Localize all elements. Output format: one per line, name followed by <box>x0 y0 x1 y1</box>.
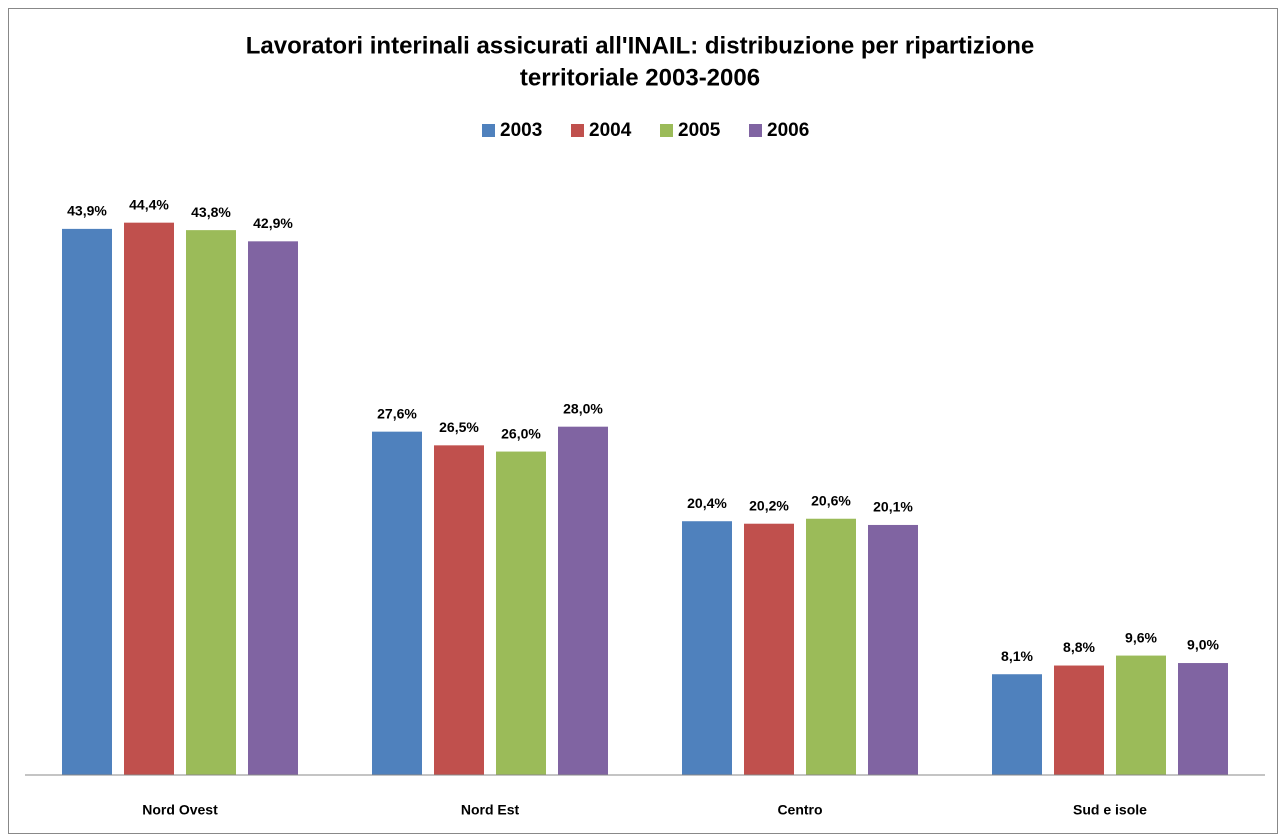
bar <box>62 228 112 775</box>
bar <box>496 451 546 775</box>
data-label: 43,8% <box>191 204 231 220</box>
x-tick-label: Sud e isole <box>1073 802 1147 818</box>
bar <box>558 426 608 775</box>
legend-swatch <box>749 124 762 137</box>
legend-swatch <box>571 124 584 137</box>
data-label: 26,0% <box>501 425 541 441</box>
legend-label: 2003 <box>500 120 542 141</box>
bar <box>682 521 732 775</box>
bar <box>186 230 236 776</box>
data-label: 9,0% <box>1187 637 1219 653</box>
legend-swatch <box>660 124 673 137</box>
legend-label: 2005 <box>678 120 721 141</box>
x-tick-label: Nord Est <box>461 802 520 818</box>
x-tick-label: Centro <box>777 802 822 818</box>
data-label: 44,4% <box>129 196 169 212</box>
bar <box>1178 663 1228 775</box>
x-tick-label: Nord Ovest <box>142 802 218 818</box>
bar <box>868 524 918 775</box>
bar <box>744 523 794 775</box>
data-label: 20,4% <box>687 495 727 511</box>
data-label: 26,5% <box>439 419 479 435</box>
legend-label: 2006 <box>767 120 809 141</box>
data-label: 42,9% <box>253 215 293 231</box>
bar <box>1116 655 1166 775</box>
bar <box>124 222 174 775</box>
data-label: 9,6% <box>1125 629 1157 645</box>
legend-label: 2004 <box>589 120 632 141</box>
data-label: 8,1% <box>1001 648 1033 664</box>
chart-title: territoriale 2003-2006 <box>520 64 760 91</box>
bar <box>434 445 484 775</box>
bar <box>992 674 1042 775</box>
data-label: 20,6% <box>811 492 851 508</box>
data-label: 20,2% <box>749 497 789 513</box>
data-label: 8,8% <box>1063 639 1095 655</box>
data-label: 27,6% <box>377 405 417 421</box>
data-label: 28,0% <box>563 400 603 416</box>
bar <box>1054 665 1104 775</box>
chart-title: Lavoratori interinali assicurati all'INA… <box>246 32 1035 59</box>
bar <box>248 241 298 776</box>
bar <box>806 518 856 775</box>
data-label: 43,9% <box>67 203 107 219</box>
legend-swatch <box>482 124 495 137</box>
bar <box>372 431 422 775</box>
data-label: 20,1% <box>873 499 913 515</box>
